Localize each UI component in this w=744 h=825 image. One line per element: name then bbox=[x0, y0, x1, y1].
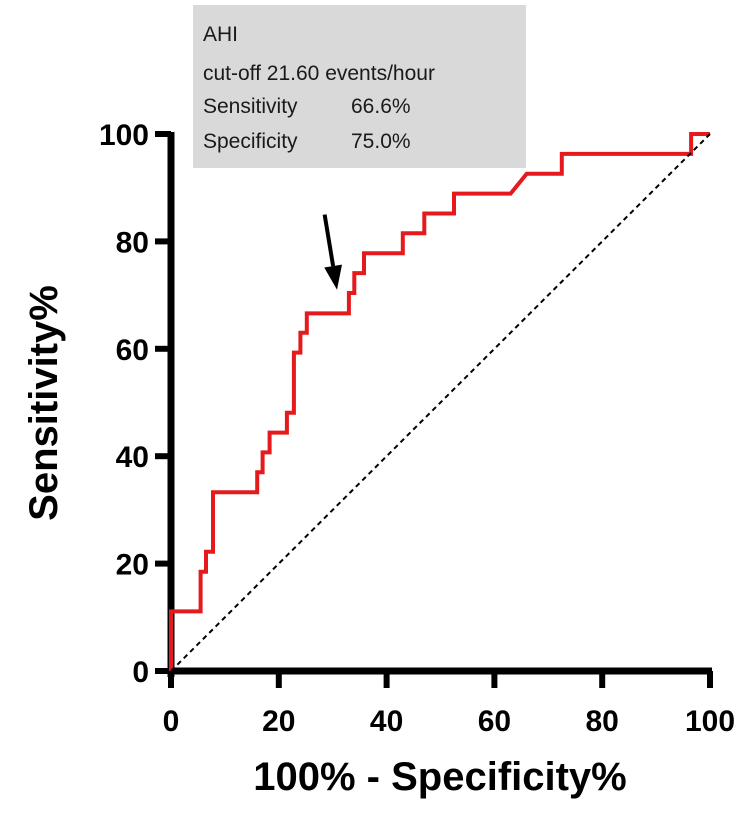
legend-background bbox=[193, 5, 526, 168]
chart-legend: AHI cut-off 21.60 events/hour Sensitivit… bbox=[193, 5, 526, 168]
legend-line-sensitivity-label: Sensitivity bbox=[203, 95, 298, 118]
cutoff-arrow-shaft bbox=[322, 214, 336, 267]
legend-line-title: AHI bbox=[203, 23, 238, 46]
y-tick-label-80: 80 bbox=[116, 226, 149, 259]
legend-line-specificity-value: 75.0% bbox=[351, 130, 411, 153]
y-tick-label-100: 100 bbox=[99, 119, 149, 152]
y-tick-label-20: 20 bbox=[116, 549, 149, 582]
y-axis-title: Sensitivity% bbox=[22, 285, 66, 521]
reference-diagonal-line bbox=[170, 133, 711, 672]
y-tick-label-40: 40 bbox=[116, 441, 149, 474]
plot-area: 0 20 40 60 80 100 0 20 40 60 80 100 bbox=[99, 119, 735, 738]
legend-line-specificity-label: Specificity bbox=[203, 130, 298, 153]
x-tick-label-40: 40 bbox=[370, 705, 403, 738]
x-tick-label-80: 80 bbox=[586, 705, 619, 738]
legend-line-cutoff: cut-off 21.60 events/hour bbox=[203, 62, 435, 85]
cutoff-arrow-head bbox=[324, 264, 342, 290]
legend-line-sensitivity-value: 66.6% bbox=[351, 95, 411, 118]
x-tick-label-0: 0 bbox=[163, 705, 180, 738]
x-axis-title: 100% - Specificity% bbox=[253, 755, 627, 799]
y-tick-label-0: 0 bbox=[132, 656, 149, 689]
roc-curve-line bbox=[169, 132, 710, 671]
x-tick-label-60: 60 bbox=[478, 705, 511, 738]
x-tick-label-20: 20 bbox=[262, 705, 295, 738]
y-tick-label-60: 60 bbox=[116, 334, 149, 367]
x-tick-label-100: 100 bbox=[685, 705, 735, 738]
